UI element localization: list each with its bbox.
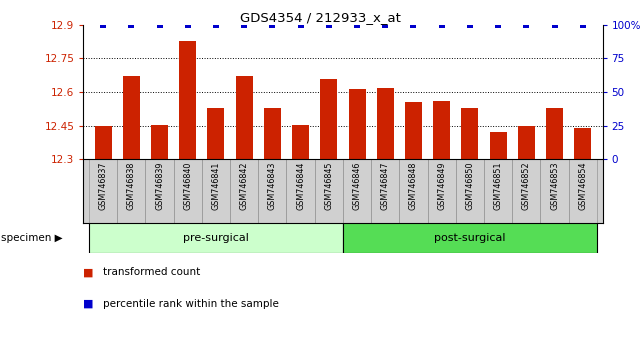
Bar — [343, 159, 371, 223]
Text: GSM746847: GSM746847 — [381, 161, 390, 210]
Bar — [202, 159, 230, 223]
Bar — [569, 159, 597, 223]
Text: GSM746839: GSM746839 — [155, 161, 164, 210]
Text: GSM746841: GSM746841 — [212, 161, 221, 210]
Bar — [349, 89, 365, 159]
Bar — [540, 159, 569, 223]
Text: GSM746842: GSM746842 — [240, 161, 249, 210]
Bar — [405, 102, 422, 159]
Text: GSM746838: GSM746838 — [127, 161, 136, 210]
Text: GSM746849: GSM746849 — [437, 161, 446, 210]
Bar — [95, 126, 112, 159]
Bar — [236, 76, 253, 159]
Bar — [320, 80, 337, 159]
Text: specimen ▶: specimen ▶ — [1, 233, 63, 243]
Bar — [230, 159, 258, 223]
Text: ■: ■ — [83, 299, 94, 309]
Bar — [258, 159, 287, 223]
Bar — [512, 159, 540, 223]
Bar — [433, 102, 450, 159]
Bar — [399, 159, 428, 223]
Text: GSM746837: GSM746837 — [99, 161, 108, 210]
Bar — [456, 159, 484, 223]
Bar — [151, 125, 168, 159]
Text: ■: ■ — [83, 267, 94, 277]
Text: GSM746846: GSM746846 — [353, 161, 362, 210]
Text: GSM746852: GSM746852 — [522, 161, 531, 210]
Bar — [146, 159, 174, 223]
Bar — [518, 126, 535, 159]
Bar — [343, 223, 597, 253]
Bar — [117, 159, 146, 223]
Bar — [287, 159, 315, 223]
Text: pre-surgical: pre-surgical — [183, 233, 249, 243]
Bar — [428, 159, 456, 223]
Bar — [123, 76, 140, 159]
Text: GSM746848: GSM746848 — [409, 161, 418, 210]
Bar — [371, 159, 399, 223]
Bar — [462, 108, 478, 159]
Text: GSM746844: GSM746844 — [296, 161, 305, 210]
Text: GSM746845: GSM746845 — [324, 161, 333, 210]
Bar — [89, 223, 343, 253]
Bar — [574, 128, 591, 159]
Text: GSM746854: GSM746854 — [578, 161, 587, 210]
Text: transformed count: transformed count — [103, 267, 200, 277]
Text: GSM746853: GSM746853 — [550, 161, 559, 210]
Bar — [179, 41, 196, 159]
Bar — [546, 108, 563, 159]
Text: GSM746850: GSM746850 — [465, 161, 474, 210]
Text: percentile rank within the sample: percentile rank within the sample — [103, 299, 278, 309]
Bar — [490, 132, 506, 159]
Bar — [89, 159, 117, 223]
Text: GDS4354 / 212933_x_at: GDS4354 / 212933_x_at — [240, 11, 401, 24]
Bar — [292, 125, 309, 159]
Bar — [264, 108, 281, 159]
Text: post-surgical: post-surgical — [434, 233, 506, 243]
Text: GSM746851: GSM746851 — [494, 161, 503, 210]
Bar — [315, 159, 343, 223]
Bar — [208, 108, 224, 159]
Text: GSM746843: GSM746843 — [268, 161, 277, 210]
Bar — [174, 159, 202, 223]
Text: GSM746840: GSM746840 — [183, 161, 192, 210]
Bar — [484, 159, 512, 223]
Bar — [377, 87, 394, 159]
